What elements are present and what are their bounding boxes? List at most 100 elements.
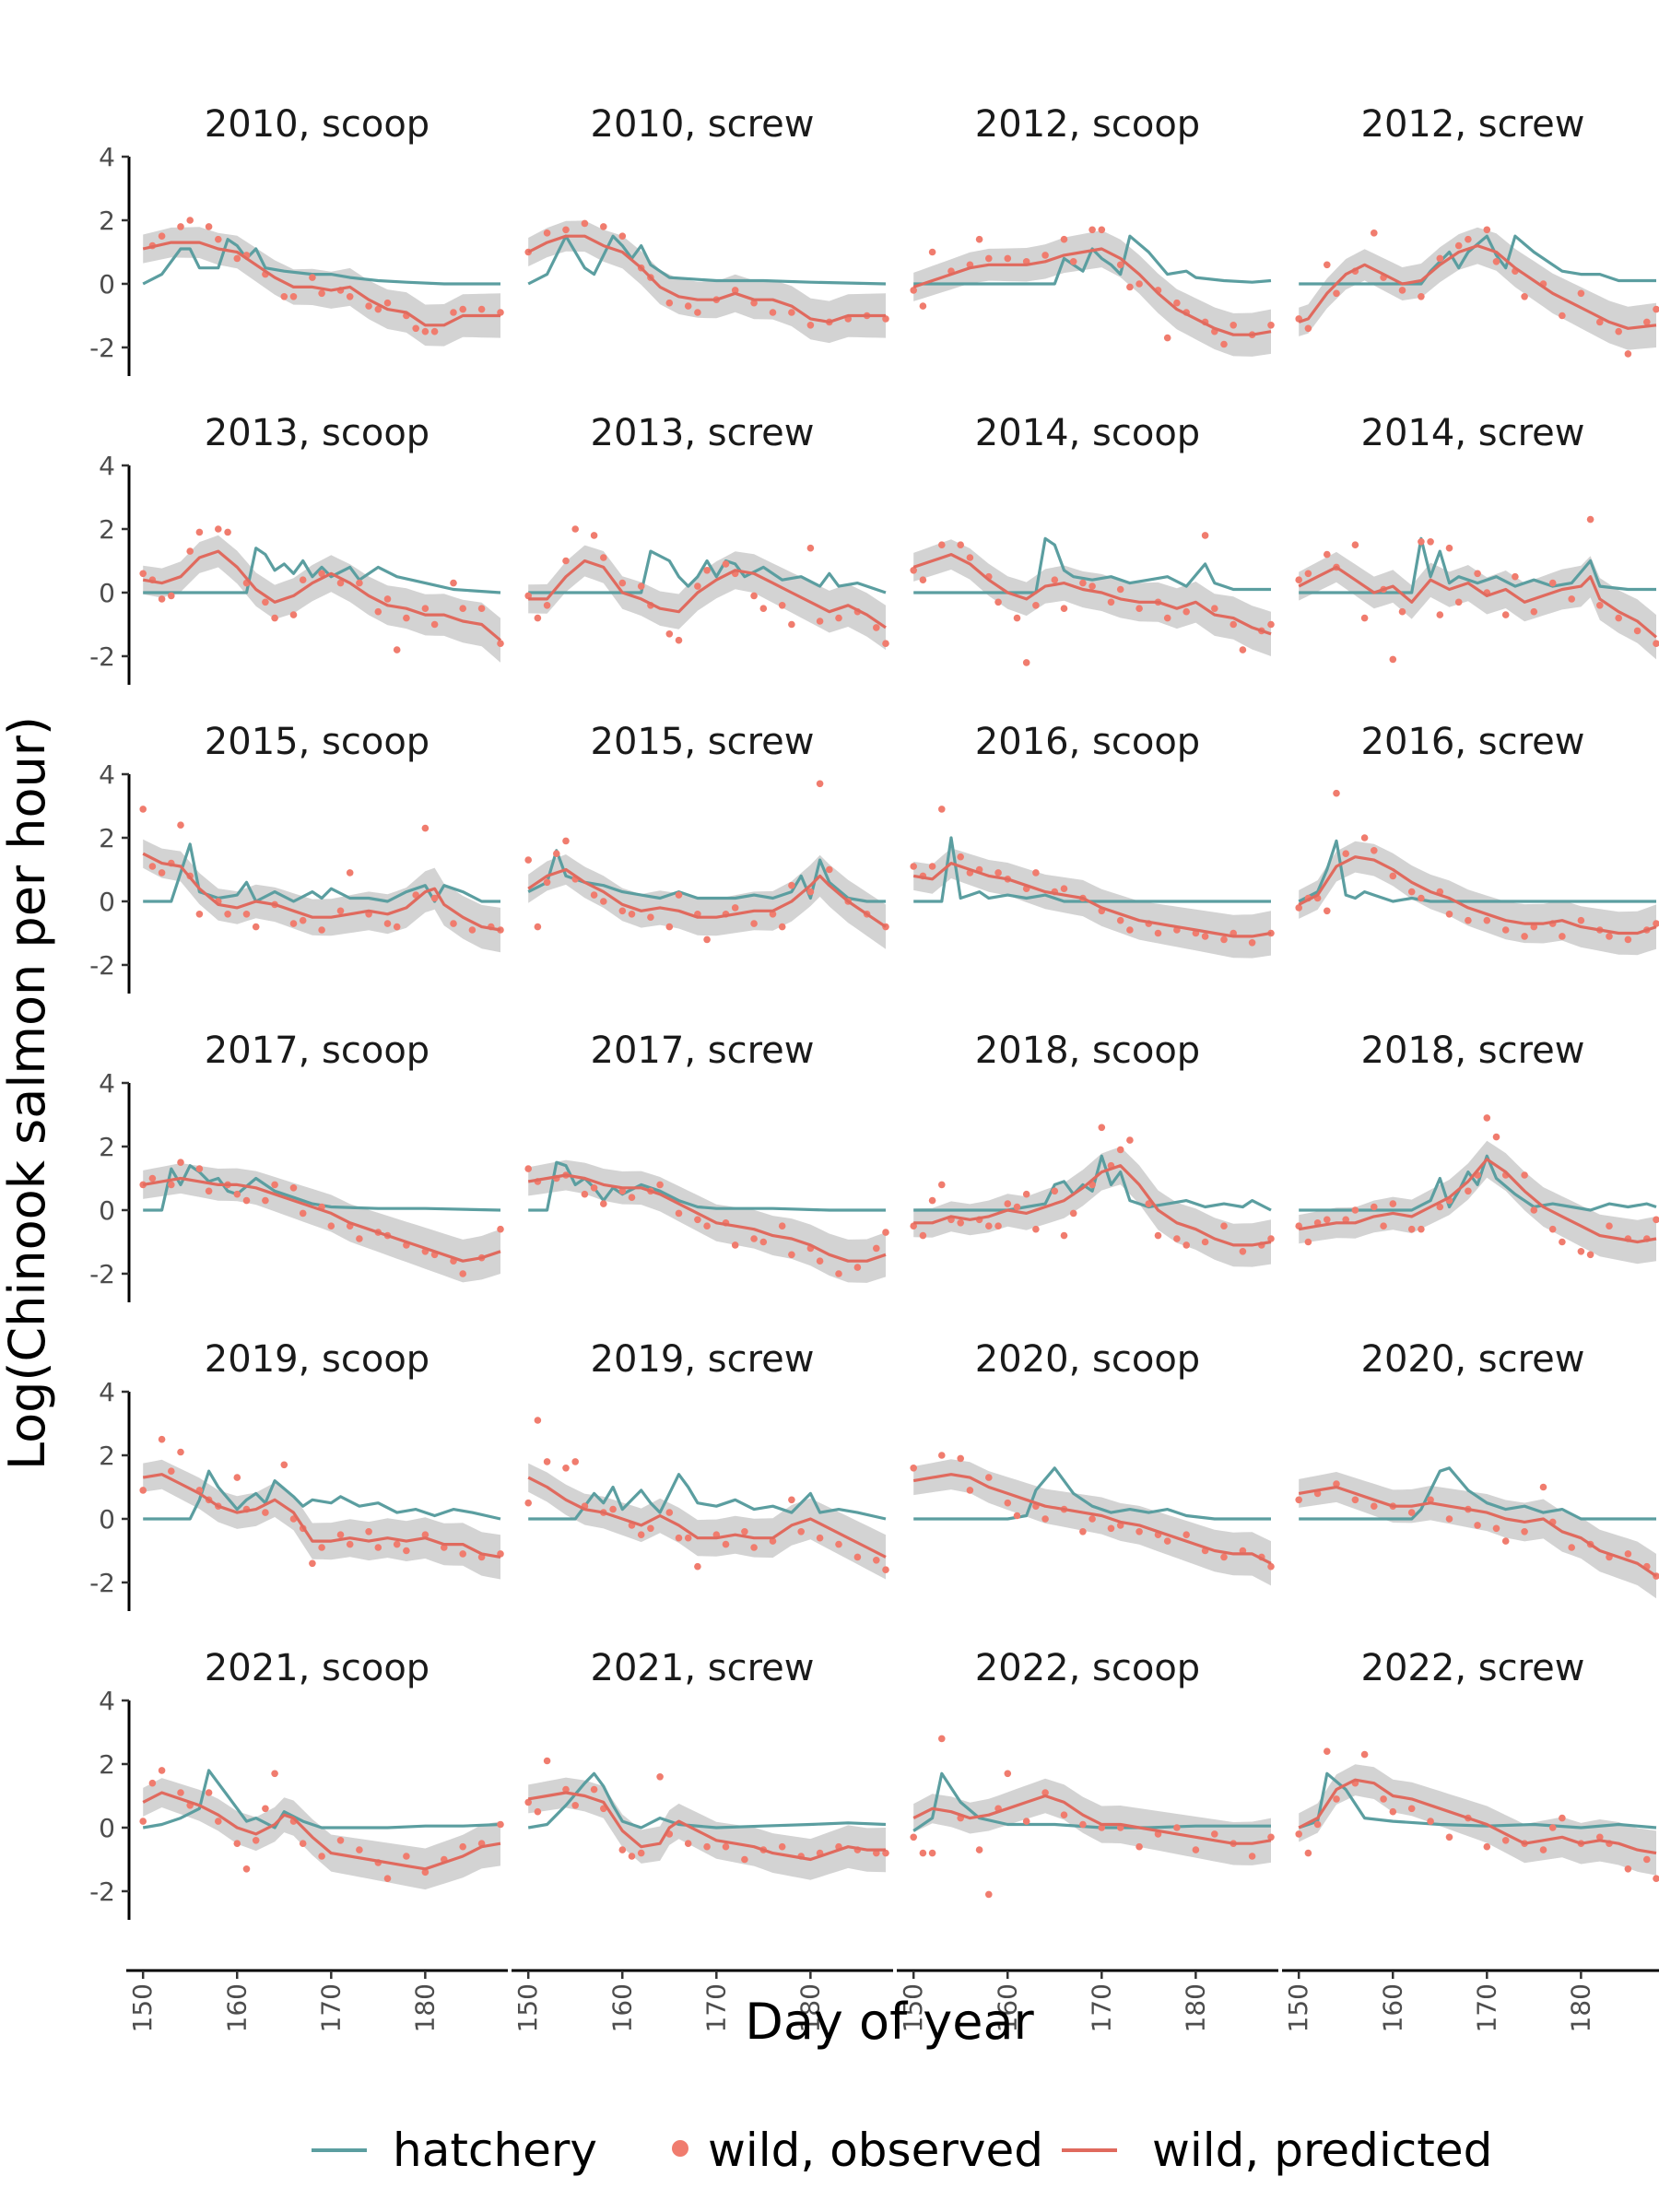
observed-point xyxy=(393,923,401,931)
observed-point xyxy=(1313,1820,1322,1829)
observed-point xyxy=(233,254,241,263)
observed-point xyxy=(177,821,184,829)
prediction-ribbon xyxy=(143,1459,500,1580)
observed-point xyxy=(1624,935,1632,944)
observed-point xyxy=(1173,1824,1181,1831)
observed-point xyxy=(1079,1820,1087,1829)
observed-point xyxy=(1501,1537,1510,1545)
observed-point xyxy=(1163,1537,1171,1545)
observed-point xyxy=(252,923,260,931)
observed-point xyxy=(618,232,627,240)
observed-point xyxy=(600,554,607,561)
panel-21: 2021, screw 150 160 170 180 xyxy=(512,1647,893,2032)
observed-point xyxy=(1389,1807,1397,1816)
observed-point xyxy=(957,1454,964,1463)
observed-point xyxy=(590,532,598,539)
panel-title: 2010, screw xyxy=(591,103,815,146)
observed-point xyxy=(1051,576,1059,583)
observed-point xyxy=(421,1531,429,1538)
observed-point xyxy=(1568,595,1575,603)
observed-point xyxy=(403,1853,410,1860)
observed-point xyxy=(1135,1528,1143,1535)
observed-point xyxy=(562,557,570,565)
observed-point xyxy=(1333,1480,1340,1488)
observed-point xyxy=(1248,939,1256,947)
observed-point xyxy=(722,1540,730,1548)
y-tick-label: 4 xyxy=(99,1686,115,1716)
observed-point xyxy=(299,1209,307,1218)
predicted-line xyxy=(912,862,1272,938)
observed-point xyxy=(383,299,392,307)
panel-title: 2021, scoop xyxy=(205,1647,429,1689)
observed-point xyxy=(928,1849,936,1857)
observed-point xyxy=(1098,1124,1106,1132)
observed-point xyxy=(1445,911,1453,918)
predicted-line xyxy=(913,1164,1272,1247)
observed-point xyxy=(985,1474,993,1481)
observed-point xyxy=(1360,614,1369,622)
observed-point xyxy=(195,1165,204,1172)
observed-point xyxy=(684,302,692,310)
observed-point xyxy=(430,327,439,335)
panel-0: 2010, scoop -2 0 2 4 xyxy=(89,103,504,376)
observed-point xyxy=(1342,850,1349,857)
observed-point xyxy=(788,620,795,629)
observed-point xyxy=(233,1840,241,1847)
observed-point xyxy=(374,1544,382,1551)
observed-point xyxy=(618,907,627,915)
observed-point xyxy=(1088,1515,1096,1523)
panel-1: 2010, screw xyxy=(524,103,889,344)
observed-point xyxy=(497,640,504,647)
observed-point xyxy=(1248,1853,1256,1860)
observed-point xyxy=(1389,655,1397,664)
observed-point xyxy=(703,1222,711,1230)
predicted-line xyxy=(142,1473,501,1559)
panel-title: 2013, screw xyxy=(591,412,815,454)
observed-point xyxy=(1380,1795,1387,1803)
observed-point xyxy=(262,598,269,606)
observed-point xyxy=(1445,1833,1453,1841)
observed-point xyxy=(1126,283,1134,291)
observed-point xyxy=(1107,1524,1115,1533)
observed-point xyxy=(1624,350,1632,358)
observed-point xyxy=(1079,579,1087,587)
observed-point xyxy=(994,1222,1002,1230)
y-tick-label: 0 xyxy=(99,578,115,608)
observed-point xyxy=(1182,1531,1190,1538)
observed-point xyxy=(816,618,824,625)
observed-point xyxy=(1004,254,1012,263)
observed-point xyxy=(421,605,429,612)
observed-point xyxy=(421,824,429,832)
observed-point xyxy=(1418,1225,1425,1233)
observed-point xyxy=(1427,538,1434,546)
observed-point xyxy=(1135,605,1143,612)
observed-point xyxy=(1548,1824,1557,1831)
y-tick-label: 2 xyxy=(99,1749,115,1780)
y-tick-label: 2 xyxy=(99,823,115,853)
legend-predicted-label: wild, predicted xyxy=(1152,2124,1492,2177)
y-tick-label: -2 xyxy=(89,950,115,981)
observed-point xyxy=(1653,640,1659,647)
observed-point xyxy=(656,1181,664,1189)
observed-point xyxy=(1360,834,1369,841)
observed-point xyxy=(1211,1830,1218,1838)
hatchery-line xyxy=(528,1473,887,1521)
observed-point xyxy=(543,1458,551,1465)
predicted-line xyxy=(1298,565,1658,639)
observed-point xyxy=(1230,322,1237,329)
observed-point xyxy=(374,607,382,616)
observed-point xyxy=(769,309,777,316)
observed-point xyxy=(562,1785,570,1794)
observed-point xyxy=(1135,1842,1143,1851)
observed-point xyxy=(665,630,674,638)
observed-point xyxy=(873,624,880,631)
observed-point xyxy=(1041,252,1049,259)
observed-point xyxy=(497,1225,504,1233)
observed-point xyxy=(1559,312,1566,320)
observed-point xyxy=(1483,1114,1491,1122)
observed-point xyxy=(1295,1496,1302,1504)
hatchery-line xyxy=(143,1469,501,1521)
observed-point xyxy=(543,878,551,887)
y-tick-label: 0 xyxy=(99,269,115,300)
observed-point xyxy=(975,235,983,243)
